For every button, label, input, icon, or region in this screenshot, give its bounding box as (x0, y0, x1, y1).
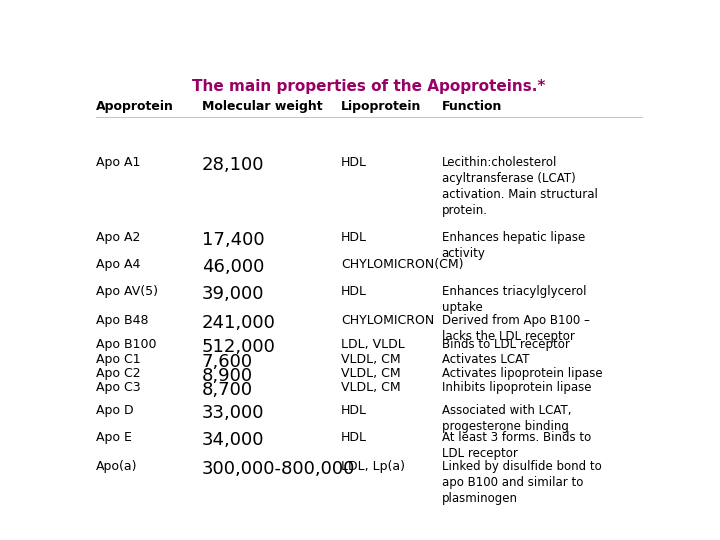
Text: Apo AV(5): Apo AV(5) (96, 285, 158, 298)
Text: 39,000: 39,000 (202, 285, 264, 303)
Text: Molecular weight: Molecular weight (202, 100, 323, 113)
Text: 34,000: 34,000 (202, 431, 264, 449)
Text: 300,000-800,000: 300,000-800,000 (202, 460, 355, 478)
Text: Binds to LDL receptor: Binds to LDL receptor (441, 339, 570, 352)
Text: Apo A1: Apo A1 (96, 156, 140, 169)
Text: 17,400: 17,400 (202, 231, 264, 249)
Text: 33,000: 33,000 (202, 404, 264, 422)
Text: Apo C1: Apo C1 (96, 353, 140, 366)
Text: Associated with LCAT,
progesterone binding: Associated with LCAT, progesterone bindi… (441, 404, 571, 433)
Text: Linked by disulfide bond to
apo B100 and similar to
plasminogen: Linked by disulfide bond to apo B100 and… (441, 460, 601, 505)
Text: LDL, VLDL: LDL, VLDL (341, 339, 405, 352)
Text: Derived from Apo B100 –
lacks the LDL receptor: Derived from Apo B100 – lacks the LDL re… (441, 314, 590, 343)
Text: HDL: HDL (341, 231, 367, 244)
Text: Apo A4: Apo A4 (96, 258, 140, 271)
Text: Activates LCAT: Activates LCAT (441, 353, 529, 366)
Text: VLDL, CM: VLDL, CM (341, 353, 401, 366)
Text: 46,000: 46,000 (202, 258, 264, 276)
Text: Apo C3: Apo C3 (96, 381, 140, 394)
Text: Apo(a): Apo(a) (96, 460, 137, 473)
Text: Apo E: Apo E (96, 431, 132, 444)
Text: 8,700: 8,700 (202, 381, 253, 399)
Text: Activates lipoprotein lipase: Activates lipoprotein lipase (441, 367, 602, 380)
Text: Inhibits lipoprotein lipase: Inhibits lipoprotein lipase (441, 381, 591, 394)
Text: CHYLOMICRON: CHYLOMICRON (341, 314, 434, 327)
Text: HDL: HDL (341, 404, 367, 417)
Text: HDL: HDL (341, 431, 367, 444)
Text: Function: Function (441, 100, 502, 113)
Text: Apo D: Apo D (96, 404, 133, 417)
Text: 241,000: 241,000 (202, 314, 276, 332)
Text: Apo C2: Apo C2 (96, 367, 140, 380)
Text: HDL: HDL (341, 156, 367, 169)
Text: Enhances hepatic lipase
activity: Enhances hepatic lipase activity (441, 231, 585, 260)
Text: At least 3 forms. Binds to
LDL receptor: At least 3 forms. Binds to LDL receptor (441, 431, 591, 460)
Text: Apoprotein: Apoprotein (96, 100, 174, 113)
Text: Enhances triacylglycerol
uptake: Enhances triacylglycerol uptake (441, 285, 586, 314)
Text: Apo A2: Apo A2 (96, 231, 140, 244)
Text: LDL, Lp(a): LDL, Lp(a) (341, 460, 405, 473)
Text: Apo B48: Apo B48 (96, 314, 148, 327)
Text: 8,900: 8,900 (202, 367, 253, 384)
Text: 512,000: 512,000 (202, 339, 276, 356)
Text: VLDL, CM: VLDL, CM (341, 367, 401, 380)
Text: 7,600: 7,600 (202, 353, 253, 370)
Text: VLDL, CM: VLDL, CM (341, 381, 401, 394)
Text: HDL: HDL (341, 285, 367, 298)
Text: 28,100: 28,100 (202, 156, 264, 174)
Text: Lecithin:cholesterol
acyltransferase (LCAT)
activation. Main structural
protein.: Lecithin:cholesterol acyltransferase (LC… (441, 156, 598, 217)
Text: Lipoprotein: Lipoprotein (341, 100, 421, 113)
Text: The main properties of the Apoproteins.*: The main properties of the Apoproteins.* (192, 79, 546, 94)
Text: CHYLOMICRON(CM): CHYLOMICRON(CM) (341, 258, 464, 271)
Text: Apo B100: Apo B100 (96, 339, 156, 352)
